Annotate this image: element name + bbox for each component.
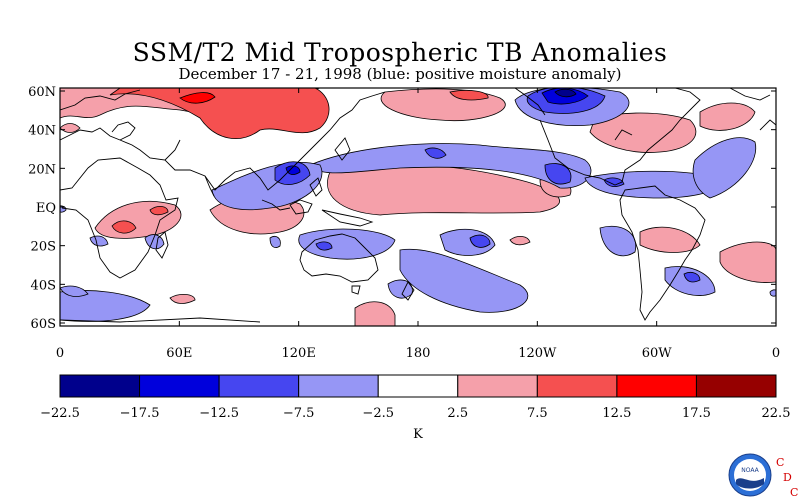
cdc-letter-2: D: [783, 471, 792, 484]
lat-label: 60S: [31, 317, 56, 332]
colorbar-tick-label: −17.5: [120, 406, 160, 421]
colorbar-tick-label: 12.5: [602, 406, 631, 421]
lon-label: 60W: [642, 346, 673, 361]
noaa-logo-icon: NOAA: [728, 453, 772, 497]
lat-label: EQ: [36, 201, 56, 216]
colorbar-swatch: [457, 374, 538, 398]
lat-label: 20N: [28, 162, 56, 177]
lat-label: 20S: [31, 240, 56, 255]
map-subtitle: December 17 - 21, 1998 (blue: positive m…: [178, 65, 622, 83]
colorbar: −22.5 −17.5 −12.5 −7.5 −2.5 2.5 7.5 12.5 17.5 22.…: [40, 374, 791, 421]
cdc-letter-3: C: [790, 486, 798, 498]
lon-label: 60E: [166, 346, 192, 361]
colorbar-swatch: [59, 374, 141, 398]
longitude-ticks: 0 60E 120E 180 120W 60W 0: [56, 88, 780, 361]
colorbar-swatch: [536, 374, 618, 398]
colorbar-swatch: [139, 374, 220, 398]
colorbar-tick-label: 7.5: [527, 406, 548, 421]
colorbar-tick-label: −12.5: [199, 406, 239, 421]
colorbar-tick-label: −22.5: [40, 406, 80, 421]
lon-label: 0: [56, 346, 64, 361]
lat-label: 60N: [28, 85, 56, 100]
colorbar-tick-label: −2.5: [362, 406, 394, 421]
colorbar-swatch: [616, 374, 697, 398]
noaa-cdc-logo: NOAA C D C: [728, 453, 798, 498]
coastlines: [60, 88, 776, 323]
colorbar-tick-label: 2.5: [447, 406, 468, 421]
colorbar-swatch: [377, 374, 459, 398]
lat-label: 40N: [28, 124, 56, 139]
colorbar-unit-label: K: [413, 427, 423, 442]
colorbar-swatch: [298, 374, 379, 398]
colorbar-swatch: [695, 374, 777, 398]
colorbar-tick-label: 22.5: [762, 406, 791, 421]
lat-label: 40S: [31, 278, 56, 293]
latitude-ticks: 60N 40N 20N EQ 20S 40S 60S: [28, 85, 776, 332]
lon-label: 0: [772, 346, 780, 361]
lon-label: 120W: [518, 346, 557, 361]
colorbar-swatch: [218, 374, 300, 398]
cdc-letter-1: C: [776, 456, 784, 469]
map-title: SSM/T2 Mid Tropospheric TB Anomalies: [132, 38, 668, 67]
noaa-logo-text: NOAA: [741, 467, 759, 474]
colorbar-tick-label: 17.5: [682, 406, 711, 421]
lon-label: 120E: [282, 346, 316, 361]
anomaly-contours: [60, 88, 776, 326]
colorbar-tick-label: −7.5: [283, 406, 315, 421]
lon-label: 180: [406, 346, 431, 361]
